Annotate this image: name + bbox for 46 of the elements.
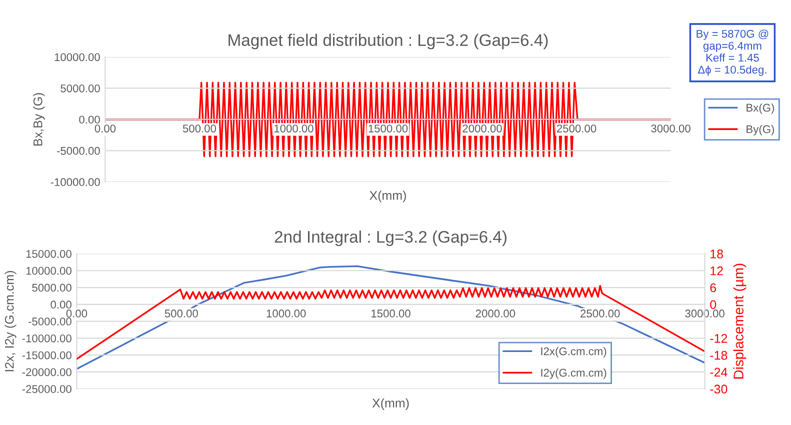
x-axis-title: X(mm)	[370, 190, 406, 202]
y-tick-label: 0.00	[50, 300, 72, 309]
chart-title: 2nd Integral : Lg=3.2 (Gap=6.4)	[274, 230, 506, 246]
x-tick-label: 1000.00	[274, 124, 314, 132]
legend-label: Bx(G)	[746, 104, 774, 114]
y-tick-label: -20000.00	[22, 368, 72, 376]
y2-tick-label: 6	[710, 283, 716, 292]
x-tick-label: 1500.00	[368, 124, 408, 132]
y-tick-label: -15000.00	[22, 351, 72, 360]
y-tick-label: 0.00	[79, 116, 100, 124]
x-tick-label: 2500.00	[556, 124, 596, 132]
y-tick-label: -5000.00	[56, 146, 100, 155]
x-tick-label: 500.00	[182, 124, 216, 132]
y2-axis-title: Displacement (µm)	[733, 264, 746, 379]
y-tick-label: 5000.00	[60, 84, 100, 92]
y2-tick-label: -18	[710, 350, 728, 360]
legend-label: I2y(G.cm.cm)	[541, 368, 606, 379]
x-tick-label: 1000.00	[266, 310, 306, 318]
y-tick-label: 10000.00	[54, 53, 100, 62]
x-tick-label: 3000.00	[651, 124, 690, 132]
y-tick-label: 10000.00	[26, 266, 72, 275]
y-tick-label: 5000.00	[32, 284, 72, 292]
x-axis-title: X(mm)	[372, 398, 409, 410]
y-tick-label: -10000.00	[50, 178, 100, 186]
x-tick-label: 2000.00	[462, 124, 502, 132]
y-tick-label: -25000.00	[22, 385, 72, 394]
x-tick-label: 1500.00	[372, 310, 410, 318]
y-axis-title: Bx,By (G)	[33, 93, 45, 146]
legend-label: By(G)	[746, 124, 774, 136]
y-tick-label: -5000.00	[28, 318, 72, 326]
y2-tick-label: -24	[710, 368, 728, 377]
x-tick-label: 2500.00	[580, 310, 620, 318]
x-tick-label: 0.00	[94, 124, 116, 132]
y2-tick-label: -30	[710, 384, 728, 394]
legend-label: I2x(G.cm.cm)	[541, 347, 606, 358]
chart-title: Magnet field distribution : Lg=3.2 (Gap=6.4)	[228, 34, 548, 50]
y2-tick-label: 0	[710, 300, 716, 310]
y-tick-label: 15000.00	[26, 250, 72, 258]
y-axis-title: I2x, I2y (G.cm.cm)	[4, 271, 16, 372]
y-tick-label: -10000.00	[22, 334, 72, 342]
y2-tick-label: 18	[710, 250, 723, 258]
text: By = 5870G @ gap=6.4mm Keff = 1.45 Δϕ = 10.5deg.	[696, 30, 768, 76]
x-tick-label: 3000.00	[685, 310, 724, 318]
x-tick-label: 2000.00	[476, 310, 516, 318]
y2-tick-label: -12	[710, 334, 728, 343]
y2-tick-label: 12	[710, 266, 723, 276]
